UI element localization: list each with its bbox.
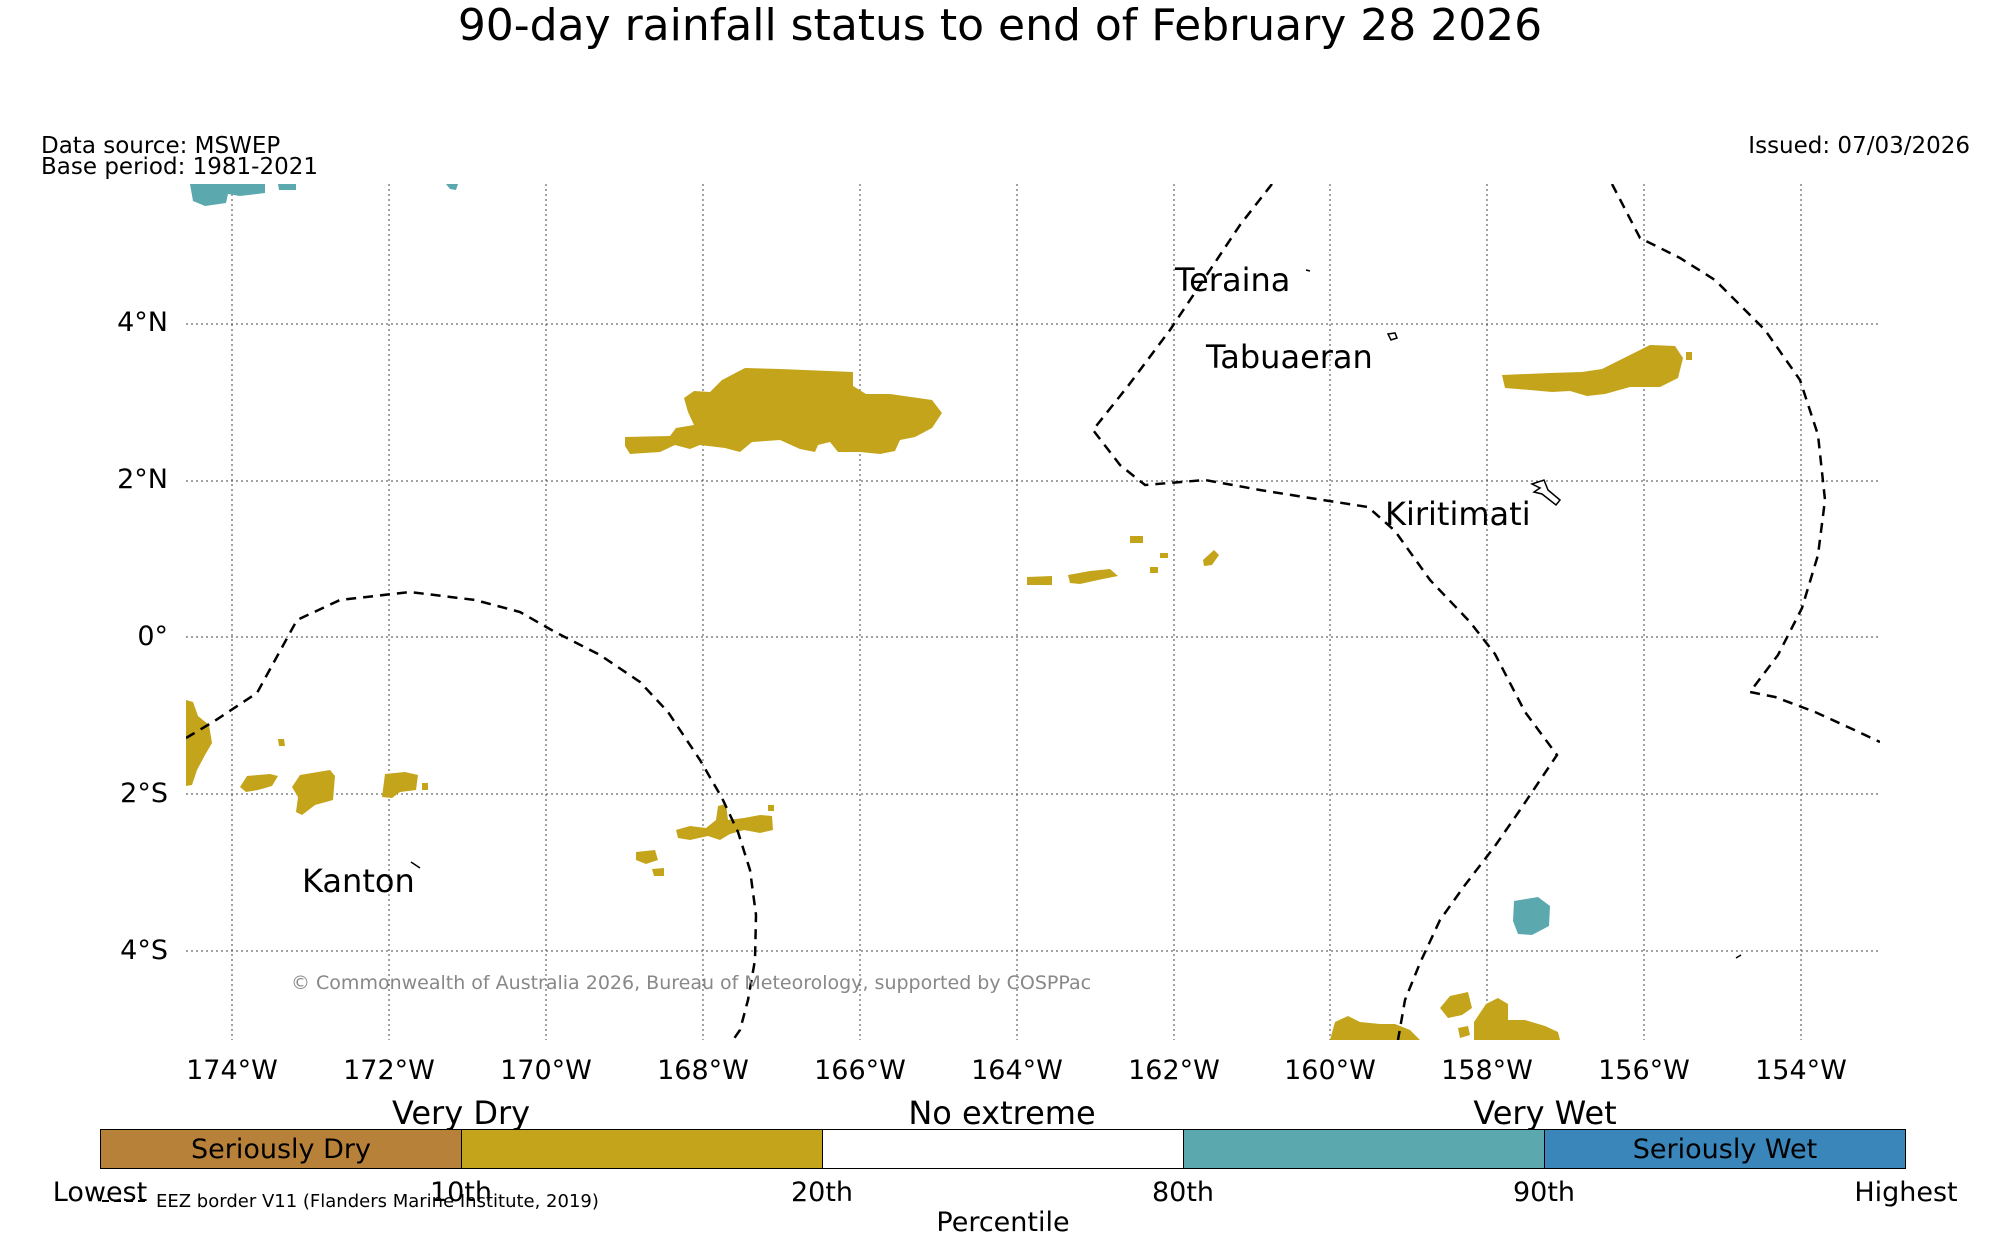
- dry-patch-kanton-3: [292, 770, 335, 815]
- colorbar-tick-highest: Highest: [1854, 1177, 1958, 1208]
- colorbar-axis-label: Percentile: [936, 1207, 1070, 1238]
- lon-label-164w: 164°W: [971, 1055, 1063, 1086]
- eez-borders: [186, 184, 1880, 1040]
- wet-patch-nw-small: [278, 184, 296, 190]
- lat-label-0: 0°: [137, 621, 168, 652]
- dry-patch-south-central-4: [768, 805, 774, 811]
- lon-label-158w: 158°W: [1441, 1055, 1533, 1086]
- data-source: Data source: MSWEP: [41, 133, 281, 159]
- lat-label-2s: 2°S: [120, 778, 168, 809]
- dry-patch-south-central-3: [652, 868, 664, 876]
- place-label-kanton: Kanton: [302, 862, 415, 900]
- wet-patch-nw: [190, 184, 265, 206]
- copyright-notice: © Commonwealth of Australia 2026, Bureau…: [291, 972, 1092, 994]
- colorbar-segment-seriously-dry: Seriously Dry: [100, 1129, 461, 1169]
- island-kanton-mark: [410, 861, 421, 869]
- lon-label-172w: 172°W: [343, 1055, 435, 1086]
- category-no-extreme: No extreme: [908, 1094, 1096, 1132]
- lon-label-166w: 166°W: [814, 1055, 906, 1086]
- dry-patch-south-central-2: [636, 850, 658, 864]
- lat-label-2n: 2°N: [117, 464, 168, 495]
- island-south-mark: [1735, 954, 1742, 959]
- colorbar-segment-very-wet: [1183, 1129, 1544, 1169]
- colorbar-tick-lowest: Lowest: [52, 1177, 148, 1208]
- place-label-teraina: Teraina: [1175, 261, 1291, 299]
- issued-date: Issued: 07/03/2026: [1748, 133, 1970, 159]
- lat-label-4n: 4°N: [117, 307, 168, 338]
- dry-patch-south-east-4: [1474, 998, 1560, 1040]
- lon-label-170w: 170°W: [500, 1055, 592, 1086]
- dry-patch-north-east: [1502, 345, 1683, 396]
- gridlines: [186, 184, 1880, 1040]
- colorbar-segment-no-extreme: [822, 1129, 1183, 1169]
- place-label-kiritimati: Kiritimati: [1385, 495, 1531, 533]
- dry-patch-equatorial-6: [1203, 550, 1219, 566]
- base-period: Base period: 1981-2021: [41, 154, 319, 180]
- dry-patch-south-east-3: [1458, 1026, 1470, 1038]
- wet-patch-north-dot: [446, 184, 458, 190]
- place-label-tabuaeran: Tabuaeran: [1206, 338, 1373, 376]
- lon-label-156w: 156°W: [1598, 1055, 1690, 1086]
- dry-patch-kanton-2: [278, 739, 285, 746]
- island-tabuaeran: [1386, 332, 1398, 341]
- map-title: 90-day rainfall status to end of Februar…: [457, 0, 1543, 51]
- dry-patch-south-central-1: [676, 804, 773, 840]
- lon-label-162w: 162°W: [1128, 1055, 1220, 1086]
- category-very-dry: Very Dry: [391, 1094, 531, 1132]
- island-outlines: [410, 269, 1742, 959]
- dry-patch-kanton-4: [382, 772, 418, 798]
- category-very-wet: Very Wet: [1473, 1094, 1617, 1132]
- island-kiritimati: [1530, 479, 1562, 507]
- colorbar-segment-seriously-wet: Seriously Wet: [1544, 1129, 1906, 1169]
- wet-patch-south: [1513, 897, 1550, 935]
- colorbar-tick-10th: 10th: [429, 1177, 493, 1208]
- dry-patch-kanton-1: [240, 774, 278, 792]
- lat-label-4s: 4°S: [120, 935, 168, 966]
- colorbar-tick-90th: 90th: [1512, 1177, 1576, 1208]
- colorbar-tick-80th: 80th: [1151, 1177, 1215, 1208]
- dry-patch-south-east-2: [1440, 992, 1472, 1018]
- dry-patch-equatorial-5: [1160, 553, 1168, 558]
- dry-patch-north-central: [625, 368, 942, 454]
- dry-patch-west-edge: [186, 700, 212, 786]
- dry-patch-equatorial-2: [1068, 569, 1118, 584]
- dry-patch-equatorial-3: [1130, 536, 1143, 543]
- dry-patch-south-east-1: [1330, 1016, 1420, 1040]
- colorbar-segment-very-dry: [461, 1129, 822, 1169]
- lon-label-154w: 154°W: [1755, 1055, 1847, 1086]
- dry-patch-kanton-5: [422, 783, 428, 790]
- eez-legend-line-icon: [102, 1200, 150, 1202]
- dry-patch-equatorial-4: [1150, 567, 1158, 573]
- colorbar-tick-20th: 20th: [790, 1177, 854, 1208]
- lon-label-174w: 174°W: [186, 1055, 278, 1086]
- eez-legend-note: EEZ border V11 (Flanders Marine Institut…: [156, 1191, 599, 1212]
- dry-patch-north-east-dot: [1686, 352, 1692, 360]
- lon-label-168w: 168°W: [657, 1055, 749, 1086]
- island-teraina-mark: [1305, 269, 1311, 272]
- lon-label-160w: 160°W: [1284, 1055, 1376, 1086]
- dry-patch-equatorial-1: [1027, 576, 1052, 585]
